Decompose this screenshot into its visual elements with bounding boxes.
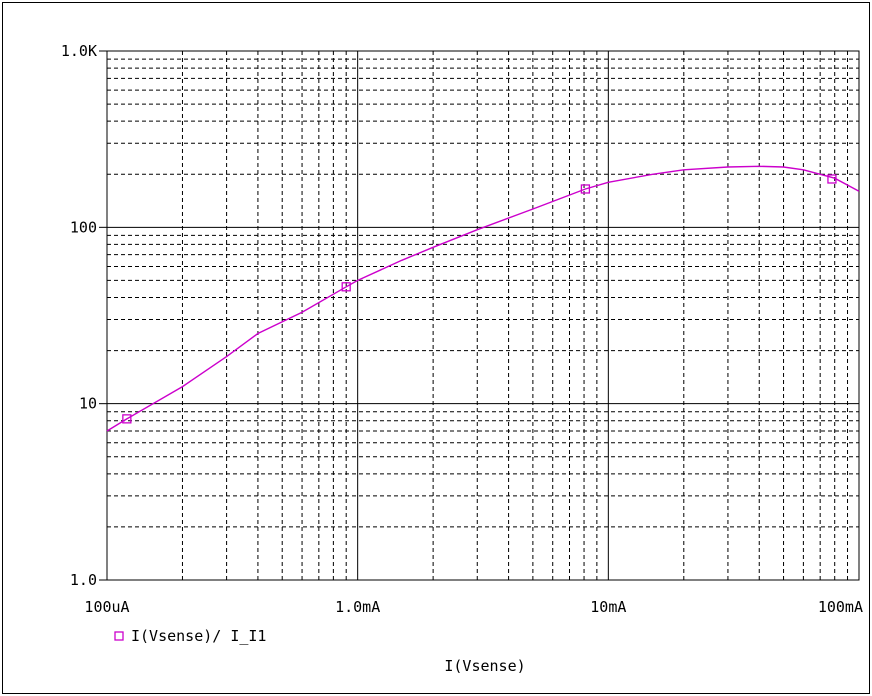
series-marker: [827, 174, 837, 184]
series-marker: [341, 282, 351, 292]
y-tick-label: 1.0K: [61, 42, 97, 60]
y-tick-label: 1.0: [70, 571, 97, 589]
y-tick-label: 10: [79, 395, 97, 413]
legend-label: I(Vsense)/ I_I1: [131, 627, 266, 645]
x-tick-label: 100mA: [818, 598, 863, 616]
y-tick-label: 100: [70, 218, 97, 236]
series-marker: [580, 184, 591, 194]
x-axis-label: I(Vsense): [444, 657, 525, 675]
series-marker: [122, 414, 132, 424]
legend-marker-square: [114, 631, 124, 641]
y-axis: 1.0 10 100 1.0K: [61, 42, 107, 589]
x-tick-label: 100uA: [84, 598, 129, 616]
series-layer: [106, 165, 860, 432]
x-axis: 100uA 1.0mA 10mA 100mA: [84, 598, 863, 616]
x-tick-label: 1.0mA: [335, 598, 380, 616]
chart-svg: 1.0 10 100 1.0K 100uA 1.0mA 10mA 100mA I(Vsens…: [61, 42, 863, 675]
plot-border: [106, 50, 860, 581]
series-line: [106, 165, 860, 432]
legend: I(Vsense)/ I_I1: [114, 627, 266, 645]
x-tick-label: 10mA: [590, 598, 626, 616]
grid: [106, 51, 859, 581]
